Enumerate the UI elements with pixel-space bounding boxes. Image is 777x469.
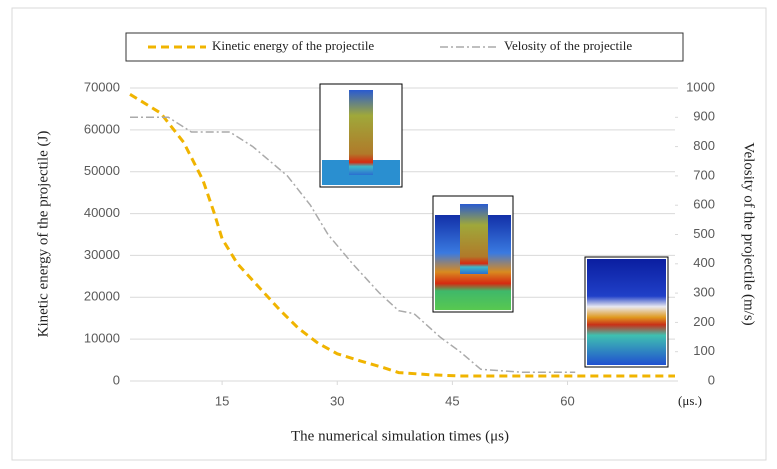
inset-target	[587, 259, 666, 365]
y-tick-label: 30000	[84, 247, 120, 262]
chart-border	[12, 8, 766, 460]
y2-axis-title: Velosity of the projectile (m/s)	[741, 142, 757, 325]
legend-label: Velosity of the projectile	[504, 38, 632, 53]
inset-images	[320, 84, 668, 367]
y2-tick-label: 900	[693, 109, 715, 124]
y-tick-label: 20000	[84, 289, 120, 304]
y-tick-label: 70000	[84, 79, 120, 94]
inset-projectile	[349, 90, 373, 175]
y2-tick-label: 700	[693, 167, 715, 182]
y-tick-label: 10000	[84, 331, 120, 346]
inset-projectile	[460, 204, 488, 274]
x-axis-title: The numerical simulation times (μs)	[291, 428, 509, 444]
x-unit-label: (μs.)	[678, 393, 702, 408]
y-tick-label: 50000	[84, 163, 120, 178]
y-tick-label: 40000	[84, 205, 120, 220]
y-axis-title: Kinetic energy of the projectile (J)	[35, 131, 51, 338]
y2-tick-label: 200	[693, 314, 715, 329]
x-tick-label: 15	[215, 393, 229, 408]
y2-tick-label: 0	[708, 372, 715, 387]
y-tick-label: 60000	[84, 121, 120, 136]
chart: Kinetic energy of the projectile Velosity…	[0, 0, 777, 469]
x-tick-label: 45	[445, 393, 459, 408]
y2-tick-label: 600	[693, 197, 715, 212]
x-tick-label: 60	[560, 393, 574, 408]
y-tick-label: 0	[113, 372, 120, 387]
y2-tick-label: 400	[693, 255, 715, 270]
legend-label: Kinetic energy of the projectile	[212, 38, 374, 53]
y2-tick-label: 100	[693, 343, 715, 358]
y2-tick-label: 300	[693, 285, 715, 300]
y2-tick-label: 800	[693, 138, 715, 153]
y2-tick-label: 500	[693, 226, 715, 241]
y2-tick-label: 1000	[686, 79, 715, 94]
x-tick-label: 30	[330, 393, 344, 408]
